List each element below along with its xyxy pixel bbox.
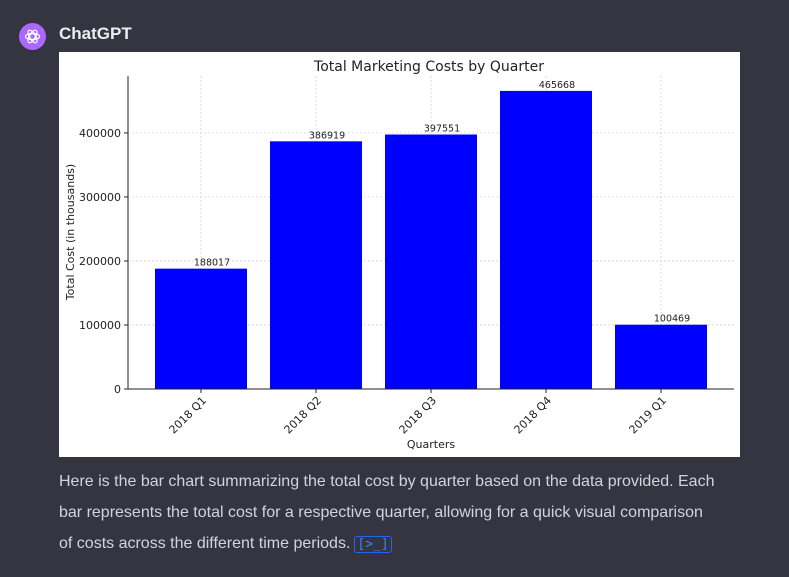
x-axis-label: Quarters <box>407 438 455 451</box>
x-tick-label: 2018 Q1 <box>167 394 210 437</box>
chart-image: Total Marketing Costs by Quarter 0 100000… <box>59 52 740 457</box>
y-tick-label: 400000 <box>79 127 121 140</box>
bar-value-label: 386919 <box>309 130 345 141</box>
bar-2019-q1 <box>615 324 707 389</box>
chatgpt-avatar <box>19 23 46 50</box>
openai-logo-icon <box>24 29 41 44</box>
bar-2018-q3 <box>385 134 477 389</box>
bar-2018-q2 <box>270 141 362 389</box>
bar-value-label: 465668 <box>539 80 575 91</box>
x-tick-label: 2019 Q1 <box>627 394 670 437</box>
x-tick-label: 2018 Q2 <box>282 394 325 437</box>
chart-title: Total Marketing Costs by Quarter <box>313 59 544 75</box>
message-body: Here is the bar chart summarizing the to… <box>59 473 715 552</box>
x-tick-label: 2018 Q3 <box>397 394 440 437</box>
x-tick-label: 2018 Q4 <box>512 394 555 437</box>
author-name: ChatGPT <box>59 24 132 43</box>
bar-value-label: 100469 <box>654 314 690 325</box>
y-tick-label: 200000 <box>79 255 121 268</box>
bar-chart: Total Marketing Costs by Quarter 0 100000… <box>64 59 734 451</box>
bar-2018-q4 <box>500 90 592 390</box>
bar-value-label: 188017 <box>194 258 230 269</box>
y-axis-label: Total Cost (in thousands) <box>64 164 77 301</box>
bar-2018-q1 <box>155 268 247 389</box>
y-tick-label: 0 <box>114 383 121 396</box>
code-interpreter-icon[interactable]: [>_] <box>354 536 392 553</box>
y-tick-label: 100000 <box>79 319 121 332</box>
bar-value-label: 397551 <box>424 124 460 135</box>
y-tick-label: 300000 <box>79 191 121 204</box>
assistant-message-text: Here is the bar chart summarizing the to… <box>59 466 719 560</box>
